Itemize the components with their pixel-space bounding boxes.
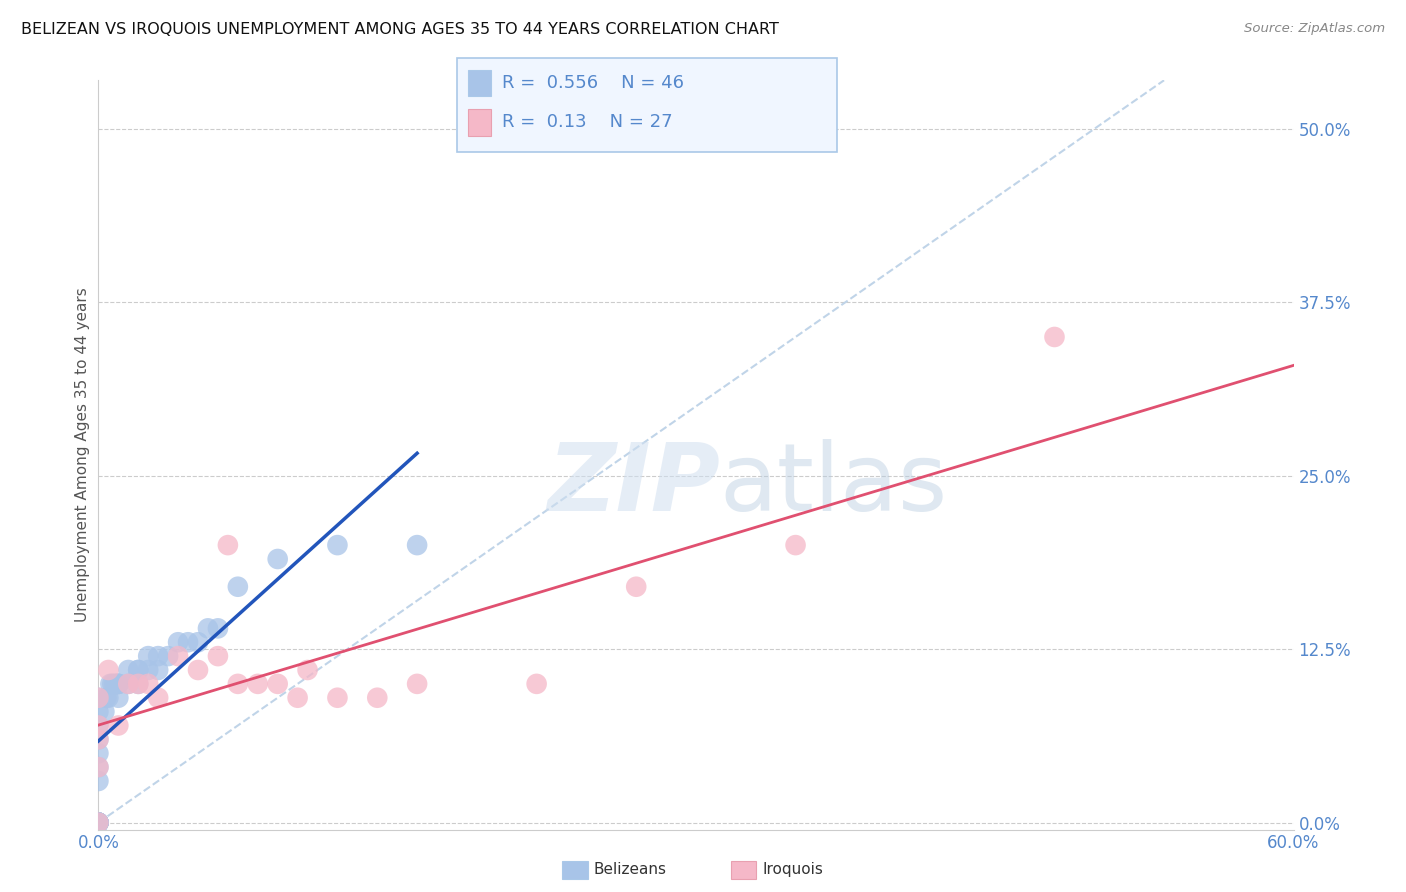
Y-axis label: Unemployment Among Ages 35 to 44 years: Unemployment Among Ages 35 to 44 years — [75, 287, 90, 623]
Point — [197, 621, 219, 635]
Point — [87, 690, 110, 705]
Point — [87, 815, 110, 830]
Point — [87, 774, 110, 789]
Point — [136, 649, 159, 664]
Point — [136, 663, 159, 677]
Point — [87, 705, 110, 719]
Point — [127, 663, 149, 677]
Text: Iroquois: Iroquois — [762, 863, 823, 877]
Point — [127, 677, 149, 691]
Point — [217, 538, 239, 552]
Text: R =  0.13    N = 27: R = 0.13 N = 27 — [502, 113, 672, 131]
Point — [87, 718, 110, 732]
Text: Belizeans: Belizeans — [593, 863, 666, 877]
Point — [406, 677, 429, 691]
Point — [87, 815, 110, 830]
Point — [97, 663, 120, 677]
Point — [87, 732, 110, 747]
Text: ZIP: ZIP — [547, 439, 720, 531]
Point — [87, 815, 110, 830]
Point — [207, 649, 229, 664]
Point — [406, 538, 429, 552]
Point — [297, 663, 319, 677]
Point — [148, 690, 170, 705]
Point — [287, 690, 309, 705]
Point — [366, 690, 388, 705]
Point — [96, 690, 118, 705]
Point — [226, 677, 249, 691]
Point — [167, 635, 190, 649]
Point — [785, 538, 807, 552]
Point — [177, 635, 200, 649]
Point — [526, 677, 548, 691]
Point — [101, 677, 124, 691]
Point — [105, 677, 128, 691]
Point — [1043, 330, 1066, 344]
Point — [87, 815, 110, 830]
Point — [157, 649, 180, 664]
Point — [246, 677, 269, 691]
Point — [87, 815, 110, 830]
Point — [127, 663, 149, 677]
Point — [107, 677, 129, 691]
Point — [148, 663, 170, 677]
Point — [97, 690, 120, 705]
Point — [87, 815, 110, 830]
Point — [207, 621, 229, 635]
Point — [148, 649, 170, 664]
Point — [626, 580, 648, 594]
Point — [187, 635, 209, 649]
Point — [127, 677, 149, 691]
Point — [107, 718, 129, 732]
Point — [226, 580, 249, 594]
Point — [107, 690, 129, 705]
Point — [87, 718, 110, 732]
Point — [87, 815, 110, 830]
Point — [87, 760, 110, 774]
Point — [187, 663, 209, 677]
Text: atlas: atlas — [720, 439, 948, 531]
Text: BELIZEAN VS IROQUOIS UNEMPLOYMENT AMONG AGES 35 TO 44 YEARS CORRELATION CHART: BELIZEAN VS IROQUOIS UNEMPLOYMENT AMONG … — [21, 22, 779, 37]
Text: Source: ZipAtlas.com: Source: ZipAtlas.com — [1244, 22, 1385, 36]
Point — [87, 760, 110, 774]
Point — [117, 677, 139, 691]
Point — [117, 663, 139, 677]
Point — [107, 677, 129, 691]
Point — [167, 649, 190, 664]
Point — [326, 690, 349, 705]
Point — [87, 690, 110, 705]
Point — [87, 746, 110, 760]
Point — [87, 815, 110, 830]
Point — [136, 677, 159, 691]
Point — [117, 677, 139, 691]
Point — [326, 538, 349, 552]
Point — [87, 815, 110, 830]
Point — [93, 705, 115, 719]
Point — [107, 677, 129, 691]
Point — [87, 815, 110, 830]
Point — [267, 552, 290, 566]
Point — [267, 677, 290, 691]
Text: R =  0.556    N = 46: R = 0.556 N = 46 — [502, 74, 683, 92]
Point — [87, 732, 110, 747]
Point — [98, 677, 122, 691]
Point — [103, 677, 125, 691]
